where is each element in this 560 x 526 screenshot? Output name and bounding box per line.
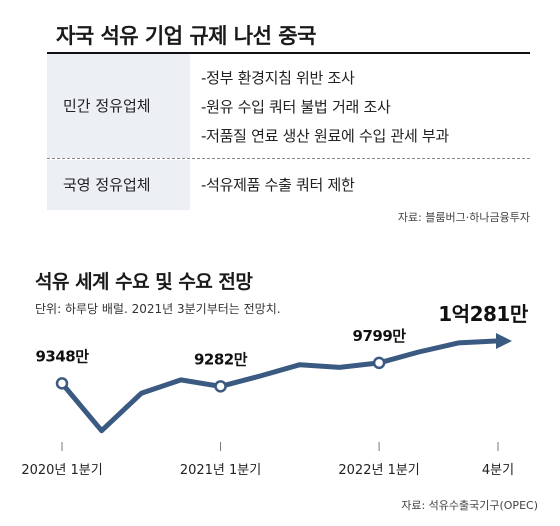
chart-title: 석유 세계 수요 및 수요 전망 (35, 271, 253, 293)
table-title: 자국 석유 기업 규제 나선 중국 (56, 24, 316, 48)
data-label: 9282만 (194, 350, 248, 368)
row-header-cell-state (47, 160, 190, 210)
row-header-cell-private (47, 54, 190, 158)
row-item: -석유제품 수출 쿼터 제한 (201, 176, 355, 194)
row-category-state: 국영 정유업체 (63, 176, 151, 194)
data-point-marker (372, 356, 386, 370)
row-item: -저품질 연료 생산 원료에 수입 관세 부과 (201, 127, 449, 145)
data-label: 9348만 (35, 347, 89, 365)
table-top-rule (47, 52, 530, 54)
x-tick-label: 4분기 (482, 463, 514, 478)
data-label: 9799만 (353, 327, 407, 345)
table-source: 자료: 블룸버그·하나금융투자 (397, 211, 530, 224)
series-line (59, 338, 499, 434)
row-item: -정부 환경지침 위반 조사 (201, 69, 355, 87)
data-label: 1억281만 (438, 302, 529, 326)
x-tick-label: 2022년 1분기 (338, 463, 419, 478)
row-category-private: 민간 정유업체 (63, 97, 151, 115)
series-arrowhead (496, 333, 512, 350)
chart-source: 자료: 석유수출국기구(OPEC) (401, 499, 538, 512)
row-divider (47, 158, 530, 159)
row-item: -원유 수입 쿼터 불법 거래 조사 (201, 98, 391, 116)
x-tick-label: 2020년 1분기 (21, 463, 102, 478)
chart-subtitle: 단위: 하루당 배럴. 2021년 3분기부터는 전망치. (35, 302, 281, 316)
data-point-marker (214, 380, 227, 393)
x-tick-label: 2021년 1분기 (180, 463, 261, 478)
data-point-marker (55, 377, 69, 390)
